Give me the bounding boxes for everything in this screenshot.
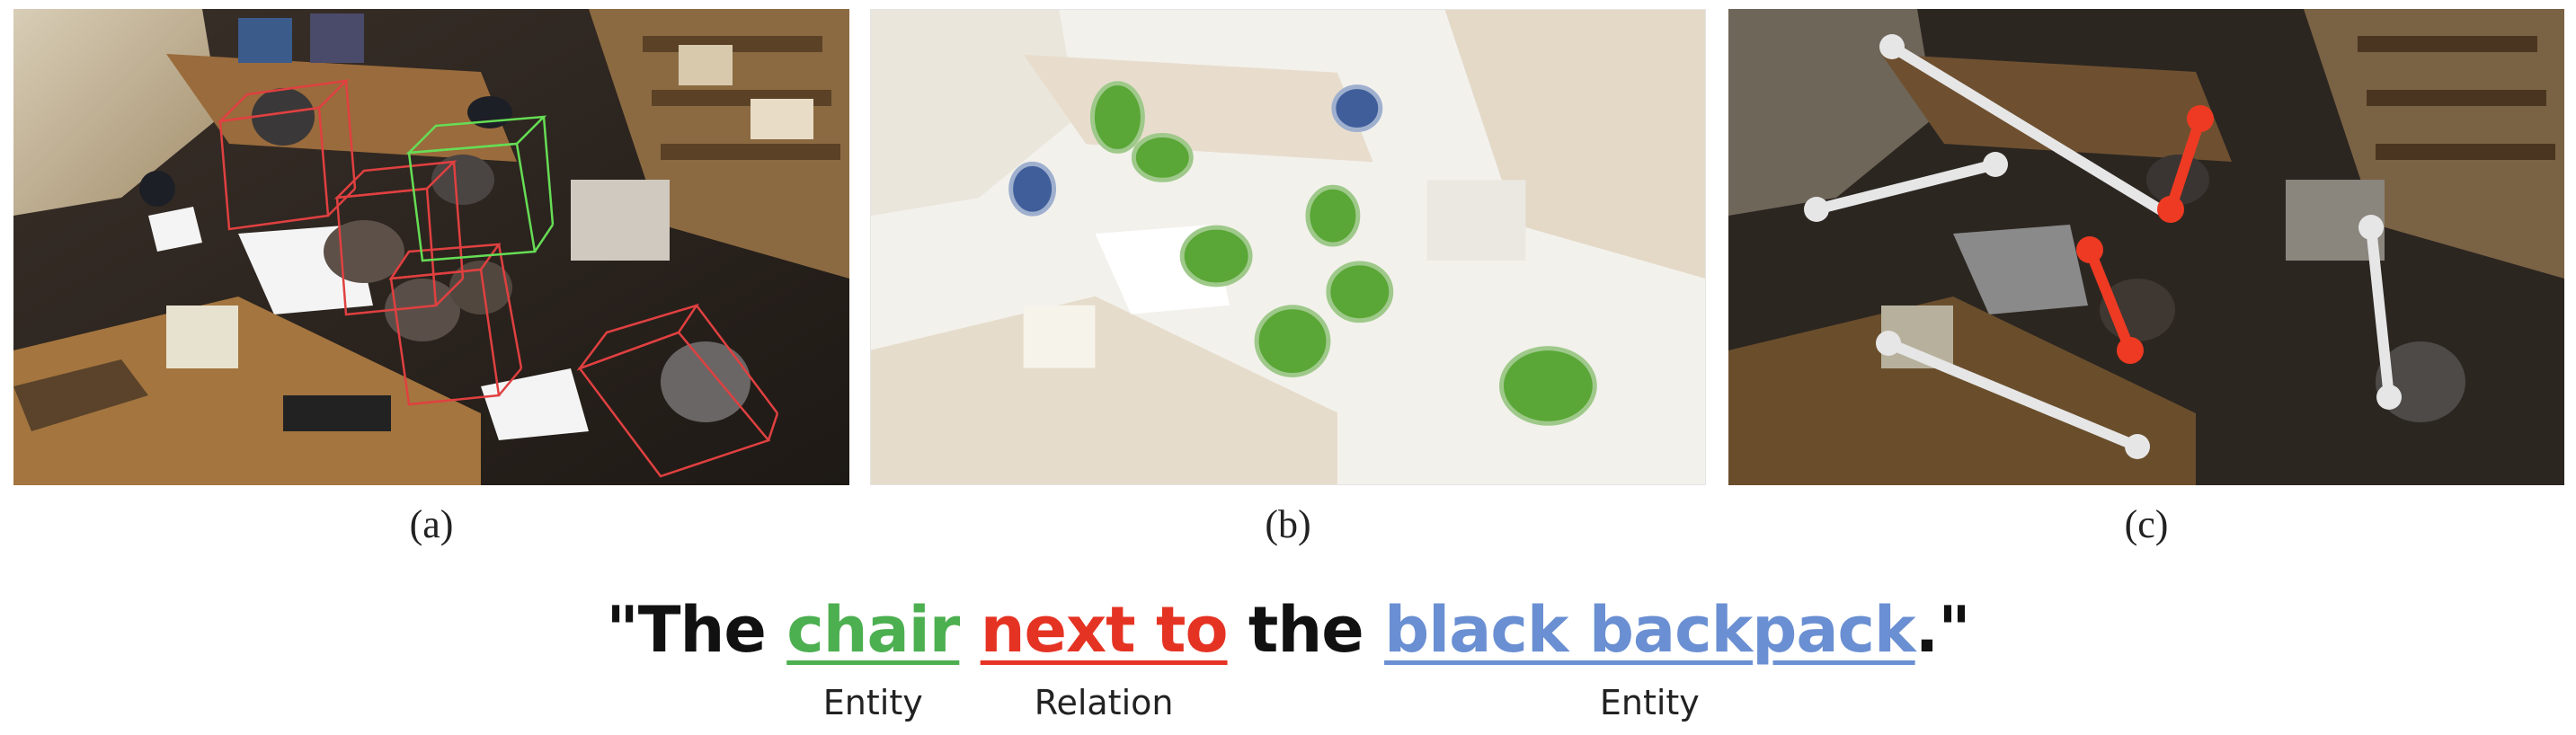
entity2-word: black backpack: [1384, 593, 1916, 667]
segmented-chairs: [1089, 81, 1597, 426]
scene-image-a: [13, 9, 849, 485]
caption-a: (a): [409, 502, 454, 546]
edge-relation: [2084, 244, 2136, 356]
chair-bounding-boxes: [217, 79, 779, 478]
segmented-backpacks: [1008, 84, 1383, 217]
node: [1876, 331, 1901, 356]
node: [2157, 196, 2184, 223]
target-bounding-box: [405, 115, 555, 262]
relation-graph-edges: [1811, 41, 2394, 452]
sentence-mid: the: [1227, 593, 1385, 667]
edge-plain: [1811, 159, 2001, 215]
relation-graph-nodes: [1804, 34, 2402, 459]
node: [1804, 197, 1829, 222]
node: [2117, 337, 2144, 364]
entity2-role-label: Entity: [1599, 683, 1700, 722]
sentence-close: .": [1914, 593, 1971, 667]
relation-role-label: Relation: [1034, 683, 1174, 722]
node: [1983, 152, 2008, 177]
node: [2358, 215, 2384, 240]
caption-b: (b): [1265, 502, 1311, 546]
panel-a-3d-boxes: [13, 9, 849, 485]
example-sentence: "The chair next to the black backpack.": [0, 593, 2576, 667]
scene-image-c: [1728, 9, 2564, 485]
edge-plain: [1887, 41, 2168, 217]
node: [2187, 105, 2214, 132]
panel-b-segmentation: [870, 9, 1706, 485]
node: [2125, 434, 2150, 459]
caption-c: (c): [2124, 502, 2169, 546]
node: [2076, 236, 2103, 263]
node: [1879, 34, 1905, 59]
sentence-open: "The: [606, 593, 787, 667]
node: [2376, 385, 2402, 410]
edge-plain: [2366, 222, 2394, 403]
entity1-role-label: Entity: [822, 683, 923, 722]
scene-image-b: [871, 10, 1705, 484]
edge-relation: [2165, 113, 2206, 215]
entity1-word: chair: [786, 593, 960, 667]
panel-c-relation-graph: [1728, 9, 2564, 485]
relation-word: next to: [980, 593, 1229, 667]
edge-plain: [1883, 338, 2143, 452]
